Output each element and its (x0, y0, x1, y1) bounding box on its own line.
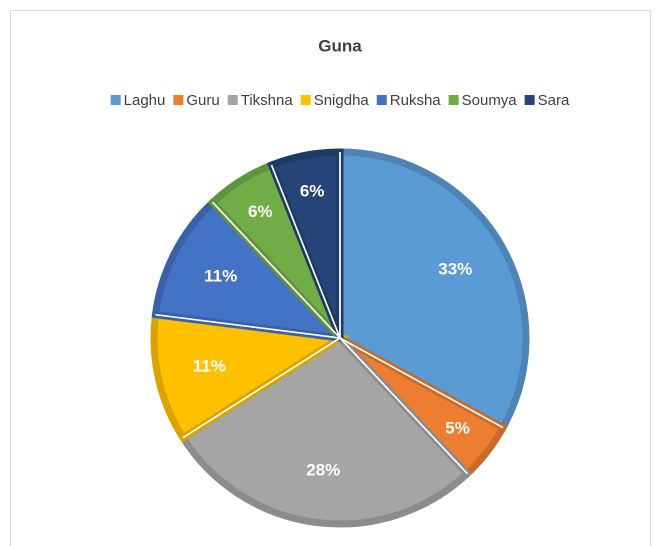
legend-swatch (227, 95, 238, 105)
legend-swatch (173, 95, 184, 105)
legend-swatch (110, 95, 121, 105)
data-label: 28% (306, 460, 340, 479)
data-label: 33% (438, 259, 472, 278)
legend-swatch (376, 95, 387, 105)
slice-separator (270, 152, 341, 339)
legend-label: Snigdha (314, 92, 370, 109)
legend-swatch (300, 95, 311, 105)
pie-slice (150, 310, 351, 443)
data-label: 11% (193, 357, 226, 376)
legend-label: Soumya (462, 92, 518, 109)
data-label: 11% (204, 267, 237, 286)
legend-label: Guru (186, 92, 219, 109)
pie-slice (336, 148, 530, 433)
data-label: 5% (445, 419, 470, 438)
pie-slice (151, 197, 350, 343)
legend-label: Tikshna (241, 92, 294, 109)
pie-slice (178, 333, 473, 528)
legend-label: Sara (538, 92, 570, 109)
legend: Laghu Guru Tikshna Snigdha Ruksha Soumya Sara (110, 92, 570, 109)
legend-label: Laghu (124, 92, 166, 109)
legend-swatch (524, 95, 535, 105)
data-label: 6% (300, 181, 325, 200)
chart-title: Guna (318, 36, 362, 55)
legend-swatch (448, 95, 459, 105)
data-label: 6% (248, 202, 273, 221)
legend-label: Ruksha (390, 92, 442, 109)
